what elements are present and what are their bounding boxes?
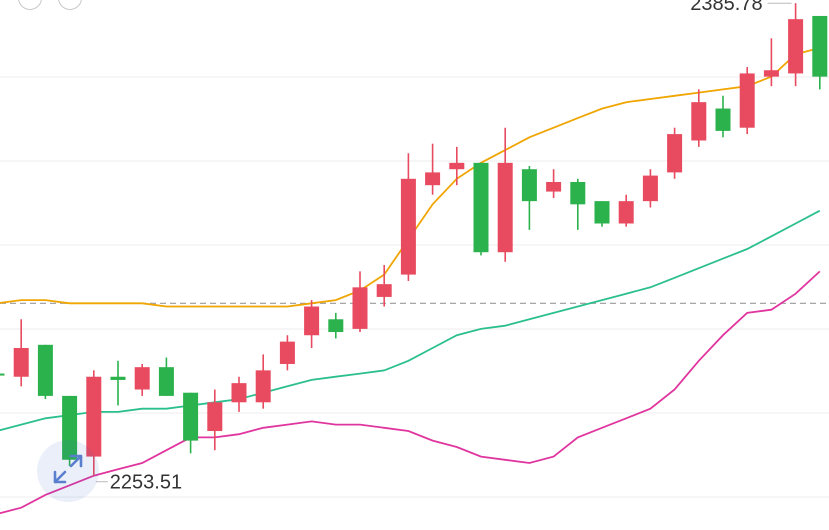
- candle[interactable]: [62, 395, 78, 467]
- candle[interactable]: [763, 38, 779, 87]
- candle[interactable]: [352, 271, 368, 333]
- candle[interactable]: [788, 3, 804, 87]
- candle[interactable]: [473, 162, 489, 256]
- candle[interactable]: [158, 357, 174, 396]
- candle-body: [473, 162, 489, 253]
- candle-body: [425, 172, 441, 186]
- expand-arrows-icon: [53, 454, 83, 484]
- candle[interactable]: [110, 360, 126, 406]
- candle-body: [134, 367, 150, 390]
- candle-body: [642, 175, 658, 202]
- candle-body: [618, 201, 634, 224]
- candle-body: [570, 181, 586, 205]
- candle-body: [255, 370, 271, 403]
- candle-body: [715, 108, 731, 131]
- ma-line-2: [0, 209, 821, 432]
- candle-body: [0, 373, 5, 376]
- candle-body: [546, 181, 562, 192]
- candle-body: [304, 306, 320, 336]
- candle-body: [376, 284, 392, 297]
- candle[interactable]: [618, 194, 634, 227]
- candles[interactable]: [0, 3, 828, 476]
- candle-body: [279, 341, 295, 364]
- candle[interactable]: [812, 15, 828, 90]
- annotations: 2385.78 2253.51: [95, 0, 792, 494]
- candle[interactable]: [425, 143, 441, 195]
- candle-body: [812, 15, 828, 77]
- candle-body: [328, 319, 344, 333]
- candle[interactable]: [304, 300, 320, 349]
- candle-body: [449, 162, 465, 170]
- candle[interactable]: [231, 376, 247, 412]
- candle[interactable]: [134, 363, 150, 396]
- candle[interactable]: [570, 178, 586, 230]
- candle[interactable]: [449, 146, 465, 186]
- expand-button[interactable]: [37, 440, 99, 502]
- candle-body: [158, 367, 174, 396]
- candle-body: [739, 73, 755, 128]
- candle-body: [667, 134, 683, 173]
- candle[interactable]: [715, 95, 731, 138]
- candle-body: [352, 287, 368, 329]
- low-price-label: 2253.51: [110, 472, 182, 494]
- candle[interactable]: [86, 370, 102, 476]
- ma-line-3: [0, 270, 821, 515]
- candle-body: [207, 402, 223, 432]
- candle[interactable]: [183, 392, 199, 454]
- candle[interactable]: [0, 373, 5, 384]
- candle[interactable]: [594, 201, 610, 227]
- candle[interactable]: [328, 312, 344, 339]
- candle-body: [110, 376, 126, 380]
- candle-body: [86, 376, 102, 457]
- candle[interactable]: [376, 265, 392, 307]
- candle-body: [594, 201, 610, 224]
- candle-body: [788, 19, 804, 74]
- candle[interactable]: [691, 89, 707, 147]
- candle[interactable]: [37, 344, 53, 400]
- high-price-label: 2385.78: [690, 0, 762, 15]
- candle-body: [231, 383, 247, 403]
- candle-body: [400, 178, 416, 275]
- candle[interactable]: [207, 389, 223, 451]
- candle[interactable]: [279, 335, 295, 371]
- candle[interactable]: [739, 67, 755, 135]
- candle[interactable]: [400, 153, 416, 281]
- candle[interactable]: [546, 169, 562, 198]
- candle-body: [37, 344, 53, 396]
- candle[interactable]: [642, 169, 658, 208]
- candle-body: [13, 348, 29, 377]
- candle-body: [183, 392, 199, 441]
- candle[interactable]: [13, 319, 29, 387]
- candle[interactable]: [255, 354, 271, 409]
- candle[interactable]: [497, 127, 513, 262]
- candle-body: [62, 395, 78, 460]
- candle-body: [763, 70, 779, 77]
- candle-body: [521, 169, 537, 202]
- candle-body: [497, 162, 513, 253]
- candle[interactable]: [667, 127, 683, 179]
- candle-body: [691, 102, 707, 141]
- candle[interactable]: [521, 166, 537, 230]
